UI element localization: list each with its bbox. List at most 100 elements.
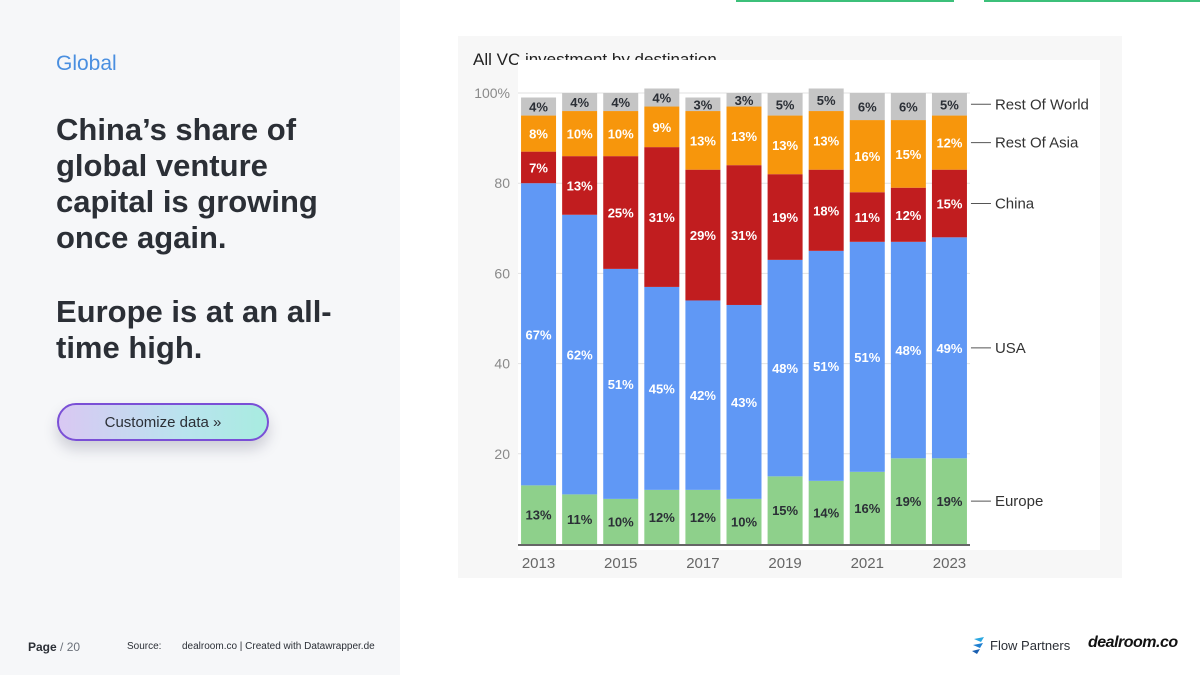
bar-china-2018 [726,165,762,305]
data-label: 10% [608,127,634,142]
bar-china-2021 [849,192,885,242]
headline-china: China’s share of global venture capital … [56,112,318,255]
customize-data-button[interactable]: Customize data » [57,403,269,441]
data-label: 11% [855,210,881,225]
y-tick-label: 20 [494,446,510,462]
y-tick-label: 100% [474,85,510,101]
bar-europe-2019 [767,476,803,544]
data-label: 14% [813,505,839,520]
bar-usa-2019 [767,259,803,477]
data-label: 8% [529,127,548,142]
bar-europe-2022 [890,458,926,544]
data-label: 3% [735,93,754,108]
vc-investment-chart: All VC investment by destination 13%67%7… [473,50,1100,572]
data-label: 43% [731,395,757,410]
bar-usa-2015 [603,268,639,499]
bar-china-2019 [767,174,803,260]
data-label: 51% [608,377,634,392]
data-label: 42% [690,388,716,403]
headline-europe: Europe is at an all-time high. [56,294,332,365]
source-label: Source: [127,641,162,652]
data-label: 19% [895,494,921,509]
bar-europe-2017 [685,489,721,544]
bar-usa-2022 [890,241,926,459]
bar-rest-of-world-2021 [849,93,885,121]
data-label: 19% [772,210,798,225]
bar-europe-2016 [644,489,680,544]
data-label: 11% [567,512,593,527]
flow-partners-logo: Flow Partners [972,636,1070,654]
data-label: 10% [731,514,757,529]
data-label: 13% [731,129,757,144]
y-tick-label: 60 [494,265,510,281]
bar-china-2017 [685,169,721,301]
data-label: 6% [858,100,877,115]
legend-label: USA [995,340,1026,357]
data-label: 15% [895,147,921,162]
data-label: 9% [652,120,671,135]
data-label: 16% [854,149,880,164]
bar-usa-2013 [521,183,557,486]
data-label: 45% [649,381,675,396]
x-tick-label: 2019 [768,555,801,572]
data-label: 31% [649,210,675,225]
data-label: 16% [854,501,880,516]
data-label: 7% [529,160,548,175]
data-label: 48% [895,343,921,358]
bar-rest-of-asia-2021 [849,120,885,193]
flow-partners-icon [972,637,984,654]
source-text: dealroom.co | Created with Datawrapper.d… [182,641,375,652]
bar-rest-of-asia-2017 [685,111,721,170]
data-label: 19% [936,494,962,509]
x-tick-label: 2017 [686,555,719,572]
data-label: 12% [690,510,716,525]
bar-china-2023 [931,169,967,238]
axes: 100% 80 60 40 20 2013 2015 2017 2019 2021 2023 [474,85,970,572]
bar-europe-2021 [849,471,885,544]
data-label: 13% [526,508,552,523]
bar-china-2013 [521,151,557,184]
legend-label: China [995,195,1035,212]
bar-usa-2021 [849,241,885,472]
bar-usa-2023 [931,237,967,459]
bar-europe-2023 [931,458,967,544]
bar-rest-of-asia-2020 [808,111,844,170]
dealroom-logo: dealroom.co [1088,634,1178,651]
bar-china-2016 [644,147,680,287]
chart-panel: All VC investment by destination 13% 67% 7… [458,36,1122,578]
data-label: 67% [526,327,552,342]
data-label: 51% [813,359,839,374]
data-label: 15% [772,503,798,518]
data-label: 12% [936,136,962,151]
bar-rest-of-asia-2023 [931,115,967,170]
bar-china-2015 [603,156,639,269]
legend: Europe USA China Rest Of Asia Rest Of World [970,96,1089,510]
left-panel [0,0,400,675]
bar-usa-2017 [685,300,721,490]
y-tick-label: 40 [494,356,510,372]
bar-rest-of-asia-2018 [726,106,762,166]
bar-rest-of-asia-2013 [521,115,557,152]
bar-china-2022 [890,187,926,242]
data-label: 4% [570,95,589,110]
legend-label: Rest Of Asia [995,135,1079,152]
data-label: 49% [936,341,962,356]
flow-partners-name: Flow Partners [990,637,1071,653]
bar-rest-of-world-2019 [767,93,803,116]
bar-usa-2014 [562,214,598,495]
bar-rest-of-world-2017 [685,97,721,112]
bar-rest-of-world-2013 [521,97,557,116]
data-label: 25% [608,206,634,221]
page-indicator: Page / 20 [28,640,80,654]
data-label: 13% [690,133,716,148]
data-label: 5% [817,93,836,108]
bar-china-2014 [562,156,598,215]
bar-usa-2020 [808,250,844,481]
bar-rest-of-world-2015 [603,93,639,112]
top-accent-line-1 [736,0,954,2]
y-tick-label: 80 [494,175,510,191]
data-label: 4% [529,100,548,115]
data-label: 15% [936,196,962,211]
data-label: 31% [731,228,757,243]
data-label: 13% [567,178,593,193]
